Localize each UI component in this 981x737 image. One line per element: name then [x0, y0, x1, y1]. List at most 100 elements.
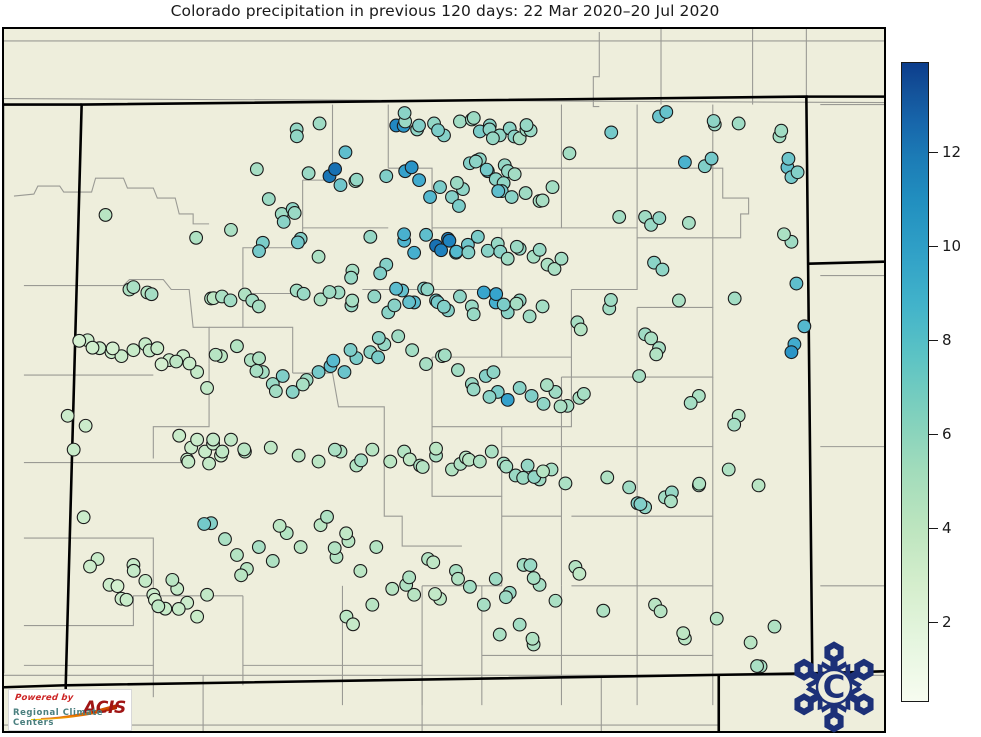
precip-station-point[interactable]	[327, 442, 342, 457]
precip-station-point[interactable]	[704, 151, 719, 166]
precip-station-point[interactable]	[419, 227, 434, 242]
precip-station-point[interactable]	[119, 592, 134, 607]
precip-station-point[interactable]	[488, 571, 503, 586]
precip-station-point[interactable]	[509, 296, 524, 311]
precip-station-point[interactable]	[423, 190, 437, 204]
precip-station-point[interactable]	[526, 571, 541, 585]
precip-station-point[interactable]	[402, 295, 417, 310]
precip-station-point[interactable]	[354, 453, 368, 468]
precip-station-point[interactable]	[369, 540, 384, 554]
precip-station-point[interactable]	[451, 571, 465, 586]
precip-station-point[interactable]	[144, 287, 159, 302]
precip-station-point[interactable]	[692, 476, 707, 491]
precip-station-point[interactable]	[114, 349, 129, 364]
precip-station-point[interactable]	[150, 341, 165, 356]
precip-station-point[interactable]	[405, 343, 420, 358]
precip-station-point[interactable]	[453, 289, 467, 304]
precip-station-point[interactable]	[138, 573, 153, 588]
precip-station-point[interactable]	[777, 227, 791, 242]
precip-station-point[interactable]	[263, 440, 278, 455]
precip-station-point[interactable]	[301, 166, 316, 181]
precip-station-point[interactable]	[190, 432, 205, 447]
precip-station-point[interactable]	[276, 214, 291, 229]
precip-station-point[interactable]	[781, 151, 796, 166]
precip-station-point[interactable]	[402, 452, 417, 467]
precip-station-point[interactable]	[461, 245, 476, 260]
precip-station-point[interactable]	[230, 339, 244, 354]
precip-station-point[interactable]	[383, 454, 398, 469]
precip-station-point[interactable]	[371, 331, 386, 345]
precip-station-point[interactable]	[420, 282, 435, 297]
precip-station-point[interactable]	[415, 460, 430, 474]
precip-station-point[interactable]	[208, 347, 223, 362]
precip-station-point[interactable]	[251, 299, 266, 314]
precip-station-point[interactable]	[727, 291, 742, 306]
precip-station-point[interactable]	[500, 251, 515, 266]
precip-station-point[interactable]	[397, 227, 412, 242]
precip-station-point[interactable]	[320, 509, 334, 524]
precip-station-point[interactable]	[727, 417, 742, 432]
precip-station-point[interactable]	[171, 601, 186, 616]
precip-station-point[interactable]	[337, 365, 352, 379]
precip-station-point[interactable]	[285, 385, 300, 399]
precip-station-point[interactable]	[476, 597, 491, 612]
precip-station-point[interactable]	[385, 581, 400, 596]
precip-station-point[interactable]	[296, 286, 311, 301]
precip-station-point[interactable]	[291, 448, 306, 463]
precip-station-point[interactable]	[476, 285, 491, 300]
precip-station-point[interactable]	[681, 215, 696, 230]
precip-station-point[interactable]	[536, 396, 551, 411]
precip-station-point[interactable]	[98, 208, 113, 222]
precip-station-point[interactable]	[649, 347, 664, 362]
precip-station-point[interactable]	[230, 548, 244, 562]
precip-station-point[interactable]	[344, 270, 359, 285]
precip-station-point[interactable]	[604, 125, 619, 140]
precip-station-point[interactable]	[169, 354, 184, 369]
precip-station-point[interactable]	[290, 235, 305, 250]
precip-station-point[interactable]	[706, 114, 721, 128]
precip-station-point[interactable]	[452, 199, 466, 213]
precip-station-point[interactable]	[322, 285, 337, 299]
precip-station-point[interactable]	[507, 167, 522, 182]
precip-station-point[interactable]	[462, 579, 477, 594]
precip-station-point[interactable]	[484, 444, 499, 459]
precip-station-point[interactable]	[237, 442, 252, 457]
precip-station-point[interactable]	[206, 432, 221, 447]
precip-station-point[interactable]	[468, 154, 483, 169]
precip-station-point[interactable]	[293, 540, 308, 554]
precip-station-point[interactable]	[504, 190, 519, 204]
precip-station-point[interactable]	[482, 389, 497, 404]
precip-station-point[interactable]	[512, 617, 527, 632]
precip-station-point[interactable]	[429, 441, 443, 456]
precip-station-point[interactable]	[653, 604, 668, 619]
precip-station-point[interactable]	[343, 343, 358, 357]
precip-station-point[interactable]	[547, 262, 562, 276]
precip-station-point[interactable]	[535, 193, 550, 208]
precip-station-point[interactable]	[466, 382, 481, 397]
precip-station-point[interactable]	[434, 243, 449, 258]
precip-station-point[interactable]	[333, 178, 348, 193]
precip-station-point[interactable]	[790, 165, 805, 180]
precip-station-point[interactable]	[604, 293, 618, 307]
colorado-climate-center-snowflake-icon[interactable]: C	[786, 639, 882, 735]
precip-station-point[interactable]	[126, 563, 141, 578]
precip-station-point[interactable]	[524, 388, 539, 403]
precip-station-point[interactable]	[353, 564, 368, 578]
precip-station-point[interactable]	[328, 162, 343, 177]
acis-logo[interactable]: Powered by ACIS Regional Climate Centers	[8, 689, 132, 731]
precip-station-point[interactable]	[489, 287, 504, 302]
precip-station-point[interactable]	[499, 590, 513, 605]
precip-station-point[interactable]	[379, 169, 394, 184]
precip-station-point[interactable]	[428, 587, 442, 601]
precip-station-point[interactable]	[76, 510, 91, 525]
precip-station-point[interactable]	[485, 131, 500, 146]
precip-station-point[interactable]	[655, 262, 670, 277]
precip-station-point[interactable]	[572, 566, 587, 581]
precip-station-point[interactable]	[66, 442, 81, 457]
precip-station-point[interactable]	[345, 293, 360, 308]
precip-station-point[interactable]	[402, 570, 417, 585]
precip-station-point[interactable]	[105, 341, 120, 356]
precip-station-point[interactable]	[509, 239, 524, 254]
precip-station-point[interactable]	[295, 377, 310, 392]
precip-station-point[interactable]	[449, 244, 464, 259]
